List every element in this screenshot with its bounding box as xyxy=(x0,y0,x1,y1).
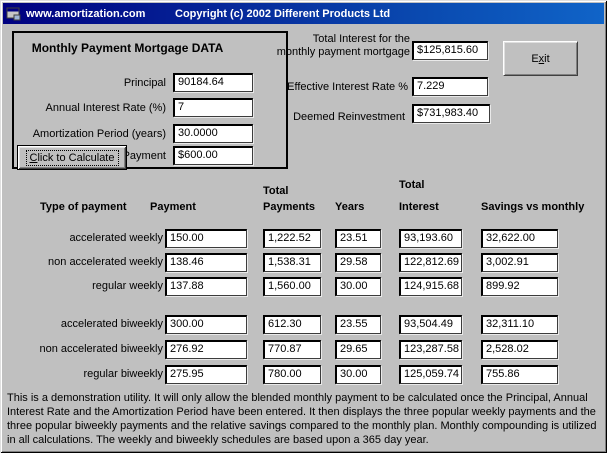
form-window-icon xyxy=(6,7,22,21)
row-total-interest-field[interactable]: 123,287.58 xyxy=(399,340,462,359)
row-years-field[interactable]: 29.65 xyxy=(335,340,381,359)
row-savings-field[interactable]: 3,002.91 xyxy=(481,253,558,272)
effective-rate-label: Effective Interest Rate % xyxy=(287,81,408,93)
col-header-savings: Savings vs monthly xyxy=(481,201,585,213)
row-savings-field[interactable]: 755.86 xyxy=(481,365,558,384)
row-total-payments-field[interactable]: 1,222.52 xyxy=(263,229,321,248)
exit-button[interactable]: Exit xyxy=(503,41,578,76)
table-row: accelerated biweekly 300.00 612.30 23.55… xyxy=(0,315,607,334)
col-header-total-payments-line1: Total xyxy=(263,185,289,197)
payment-label: Payment xyxy=(122,150,166,162)
amortization-period-label: Amortization Period (years) xyxy=(32,128,166,140)
col-header-total-interest-line1: Total xyxy=(399,179,425,191)
mortgage-data-groupbox xyxy=(12,31,288,169)
table-row: non accelerated weekly 138.46 1,538.31 2… xyxy=(0,253,607,272)
window-titlebar[interactable]: www.amortization.com Copyright (c) 2002 … xyxy=(3,3,604,24)
calculate-button-label: Click to Calculate xyxy=(25,149,119,166)
calculate-button[interactable]: Click to Calculate xyxy=(17,145,127,170)
row-label: non accelerated biweekly xyxy=(39,343,163,355)
row-payment-field[interactable]: 137.88 xyxy=(165,277,247,296)
total-interest-field[interactable]: $125,815.60 xyxy=(412,41,488,60)
table-row: accelerated weekly 150.00 1,222.52 23.51… xyxy=(0,229,607,248)
row-total-interest-field[interactable]: 124,915.68 xyxy=(399,277,462,296)
row-years-field[interactable]: 30.00 xyxy=(335,365,381,384)
deemed-reinvestment-field[interactable]: $731,983.40 xyxy=(412,104,490,123)
col-header-total-interest-line2: Interest xyxy=(399,201,439,213)
row-total-payments-field[interactable]: 1,560.00 xyxy=(263,277,321,296)
row-total-interest-field[interactable]: 125,059.74 xyxy=(399,365,462,384)
exit-button-label: Exit xyxy=(531,52,550,65)
footer-description: This is a demonstration utility. It will… xyxy=(7,392,597,446)
groupbox-title: Monthly Payment Mortgage DATA xyxy=(31,41,224,55)
row-payment-field[interactable]: 300.00 xyxy=(165,315,247,334)
effective-rate-field[interactable]: 7.229 xyxy=(412,77,488,96)
row-payment-field[interactable]: 275.95 xyxy=(165,365,247,384)
row-label: accelerated weekly xyxy=(69,232,163,244)
row-label: non accelerated weekly xyxy=(48,256,163,268)
total-interest-label: Total Interest for the monthly payment m… xyxy=(276,33,410,58)
payment-field[interactable]: $600.00 xyxy=(173,146,253,165)
row-label: accelerated biweekly xyxy=(60,318,163,330)
row-total-interest-field[interactable]: 93,504.49 xyxy=(399,315,462,334)
col-header-total-payments-line2: Payments xyxy=(263,201,315,213)
window-title: www.amortization.com xyxy=(26,7,146,20)
window-copyright: Copyright (c) 2002 Different Products Lt… xyxy=(175,7,391,20)
row-years-field[interactable]: 23.55 xyxy=(335,315,381,334)
deemed-reinvestment-label: Deemed Reinvestment xyxy=(293,111,405,123)
table-row: regular weekly 137.88 1,560.00 30.00 124… xyxy=(0,277,607,296)
row-savings-field[interactable]: 32,622.00 xyxy=(481,229,558,248)
row-savings-field[interactable]: 32,311.10 xyxy=(481,315,558,334)
row-payment-field[interactable]: 276.92 xyxy=(165,340,247,359)
row-years-field[interactable]: 23.51 xyxy=(335,229,381,248)
col-header-payment: Payment xyxy=(150,201,196,213)
interest-rate-field[interactable]: 7 xyxy=(173,98,253,117)
row-total-payments-field[interactable]: 612.30 xyxy=(263,315,321,334)
col-header-years: Years xyxy=(335,201,365,213)
row-savings-field[interactable]: 899.92 xyxy=(481,277,558,296)
table-row: non accelerated biweekly 276.92 770.87 2… xyxy=(0,340,607,359)
row-years-field[interactable]: 30.00 xyxy=(335,277,381,296)
row-label: regular biweekly xyxy=(83,368,163,380)
row-total-payments-field[interactable]: 770.87 xyxy=(263,340,321,359)
row-total-interest-field[interactable]: 122,812.69 xyxy=(399,253,462,272)
table-row: regular biweekly 275.95 780.00 30.00 125… xyxy=(0,365,607,384)
amortization-period-field[interactable]: 30.0000 xyxy=(173,124,253,143)
interest-rate-label: Annual Interest Rate (%) xyxy=(45,102,166,114)
principal-label: Principal xyxy=(123,77,166,89)
row-total-interest-field[interactable]: 93,193.60 xyxy=(399,229,462,248)
row-payment-field[interactable]: 138.46 xyxy=(165,253,247,272)
row-years-field[interactable]: 29.58 xyxy=(335,253,381,272)
row-label: regular weekly xyxy=(92,280,163,292)
row-payment-field[interactable]: 150.00 xyxy=(165,229,247,248)
principal-field[interactable]: 90184.64 xyxy=(173,73,253,92)
col-header-type: Type of payment xyxy=(40,201,127,213)
row-total-payments-field[interactable]: 1,538.31 xyxy=(263,253,321,272)
row-savings-field[interactable]: 2,528.02 xyxy=(481,340,558,359)
row-total-payments-field[interactable]: 780.00 xyxy=(263,365,321,384)
